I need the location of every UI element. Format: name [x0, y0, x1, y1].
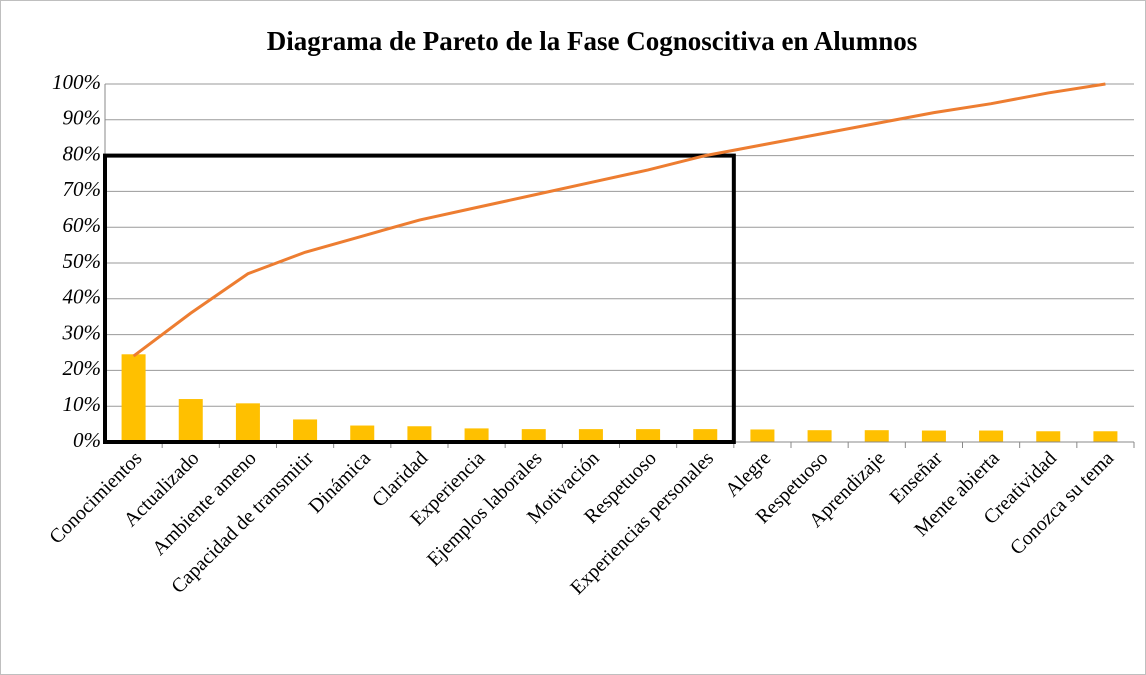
- bar: [979, 430, 1004, 442]
- cumulative-line: [132, 82, 1106, 358]
- bar: [807, 430, 832, 442]
- bar: [407, 426, 432, 442]
- y-tick-label: 30%: [62, 320, 102, 344]
- bar: [521, 429, 546, 442]
- y-tick-label: 50%: [63, 249, 102, 273]
- bar: [1036, 431, 1061, 442]
- bar: [350, 425, 375, 442]
- bar: [693, 429, 718, 442]
- y-tick-label: 20%: [63, 356, 102, 380]
- chart-title: Diagrama de Pareto de la Fase Cognosciti…: [267, 26, 917, 56]
- bar: [578, 429, 603, 442]
- bar: [293, 419, 318, 442]
- y-tick-label: 80%: [63, 141, 102, 165]
- y-tick-label: 0%: [73, 428, 101, 452]
- bar: [636, 429, 661, 442]
- bar: [235, 403, 260, 442]
- y-tick-label: 40%: [63, 285, 102, 309]
- y-tick-label: 90%: [63, 106, 102, 130]
- bar: [464, 428, 489, 442]
- y-tick-label: 70%: [63, 177, 102, 201]
- y-tick-label: 100%: [52, 70, 101, 94]
- bar: [864, 430, 889, 442]
- bar: [750, 429, 775, 442]
- y-tick-label: 60%: [63, 213, 102, 237]
- y-tick-label: 10%: [63, 392, 102, 416]
- highlight-box: [103, 153, 736, 444]
- bar: [1093, 431, 1118, 442]
- bar: [121, 354, 146, 442]
- bar: [921, 430, 946, 442]
- bar: [178, 399, 203, 442]
